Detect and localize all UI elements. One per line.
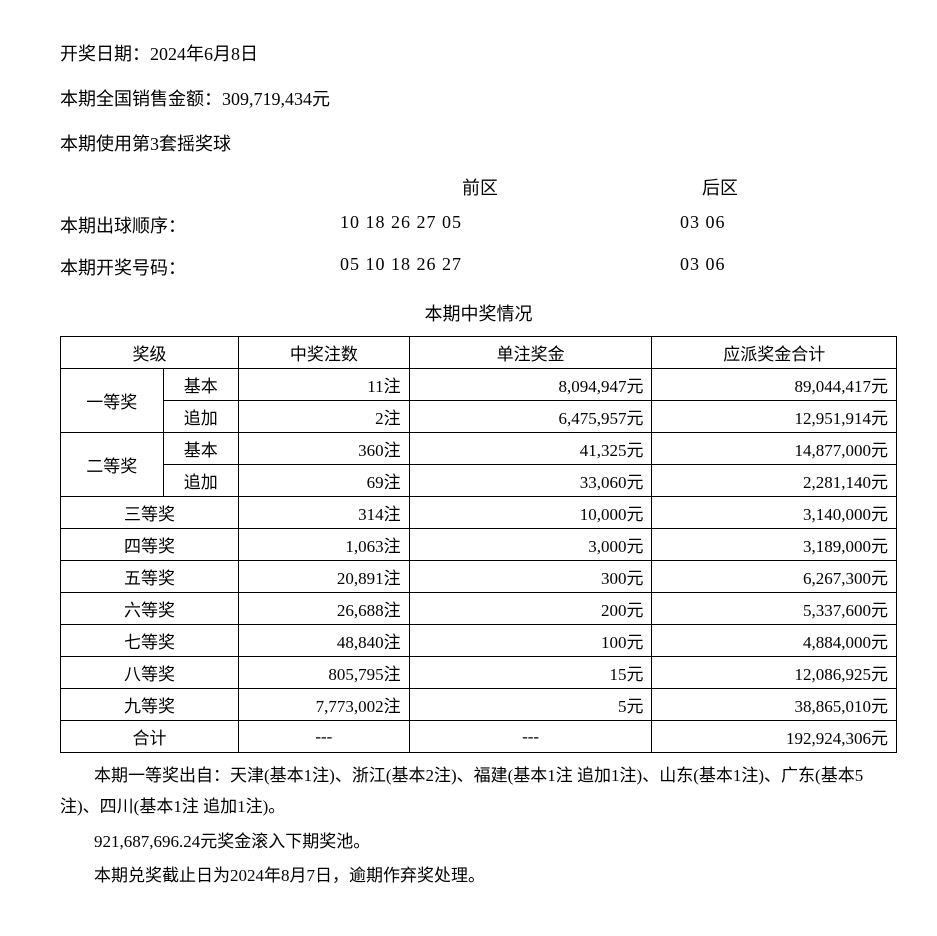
sales-value: 309,719,434元 bbox=[222, 89, 330, 109]
cell-prize: 6,475,957元 bbox=[409, 401, 652, 433]
winning-numbers-label: 本期开奖号码： bbox=[60, 254, 340, 280]
cell-count: 360注 bbox=[239, 433, 410, 465]
cell-total: 38,865,010元 bbox=[652, 689, 897, 721]
tier-sixth: 六等奖 bbox=[61, 593, 239, 625]
winning-numbers-front: 05 10 18 26 27 bbox=[340, 254, 620, 280]
sub-add: 追加 bbox=[163, 401, 238, 433]
cell-prize: 8,094,947元 bbox=[409, 369, 652, 401]
draw-order-front: 10 18 26 27 05 bbox=[340, 212, 620, 238]
draw-date-label: 开奖日期： bbox=[60, 44, 150, 64]
cell-count: 1,063注 bbox=[239, 529, 410, 561]
cell-prize: 41,325元 bbox=[409, 433, 652, 465]
sub-basic: 基本 bbox=[163, 369, 238, 401]
header-count: 中奖注数 bbox=[239, 337, 410, 369]
cell-count: 314注 bbox=[239, 497, 410, 529]
draw-date-value: 2024年6月8日 bbox=[150, 44, 258, 64]
cell-prize: 5元 bbox=[409, 689, 652, 721]
cell-count: 11注 bbox=[239, 369, 410, 401]
cell-count: 20,891注 bbox=[239, 561, 410, 593]
tier-first: 一等奖 bbox=[61, 369, 164, 433]
draw-order-label: 本期出球顺序： bbox=[60, 212, 340, 238]
tier-fourth: 四等奖 bbox=[61, 529, 239, 561]
cell-total: 14,877,000元 bbox=[652, 433, 897, 465]
cell-total: 12,086,925元 bbox=[652, 657, 897, 689]
table-row: 追加 69注 33,060元 2,281,140元 bbox=[61, 465, 897, 497]
tier-total: 合计 bbox=[61, 721, 239, 753]
cell-prize: 300元 bbox=[409, 561, 652, 593]
cell-total: 3,140,000元 bbox=[652, 497, 897, 529]
tier-fifth: 五等奖 bbox=[61, 561, 239, 593]
tier-eighth: 八等奖 bbox=[61, 657, 239, 689]
prize-table: 奖级 中奖注数 单注奖金 应派奖金合计 一等奖 基本 11注 8,094,947… bbox=[60, 336, 897, 753]
tier-ninth: 九等奖 bbox=[61, 689, 239, 721]
cell-total: 4,884,000元 bbox=[652, 625, 897, 657]
draw-date-line: 开奖日期：2024年6月8日 bbox=[60, 40, 897, 69]
cell-prize: 3,000元 bbox=[409, 529, 652, 561]
table-row: 五等奖 20,891注 300元 6,267,300元 bbox=[61, 561, 897, 593]
cell-count: 26,688注 bbox=[239, 593, 410, 625]
cell-count: 69注 bbox=[239, 465, 410, 497]
cell-total: 5,337,600元 bbox=[652, 593, 897, 625]
table-row: 六等奖 26,688注 200元 5,337,600元 bbox=[61, 593, 897, 625]
winners-location: 本期一等奖出自：天津(基本1注)、浙江(基本2注)、福建(基本1注 追加1注)、… bbox=[60, 761, 897, 822]
cell-total: 12,951,914元 bbox=[652, 401, 897, 433]
cell-prize: 33,060元 bbox=[409, 465, 652, 497]
cell-count: 48,840注 bbox=[239, 625, 410, 657]
cell-total: 89,044,417元 bbox=[652, 369, 897, 401]
header-tier: 奖级 bbox=[61, 337, 239, 369]
cell-total: 3,189,000元 bbox=[652, 529, 897, 561]
rollover-text: 921,687,696.24元奖金滚入下期奖池。 bbox=[60, 827, 897, 858]
cell-count: 2注 bbox=[239, 401, 410, 433]
tier-seventh: 七等奖 bbox=[61, 625, 239, 657]
cell-prize: 100元 bbox=[409, 625, 652, 657]
table-row: 合计 --- --- 192,924,306元 bbox=[61, 721, 897, 753]
winning-numbers-back: 03 06 bbox=[620, 254, 820, 280]
sub-add: 追加 bbox=[163, 465, 238, 497]
draw-order-row: 本期出球顺序： 10 18 26 27 05 03 06 bbox=[60, 212, 897, 238]
table-row: 一等奖 基本 11注 8,094,947元 89,044,417元 bbox=[61, 369, 897, 401]
table-row: 四等奖 1,063注 3,000元 3,189,000元 bbox=[61, 529, 897, 561]
table-title: 本期中奖情况 bbox=[60, 300, 897, 326]
table-row: 追加 2注 6,475,957元 12,951,914元 bbox=[61, 401, 897, 433]
sub-basic: 基本 bbox=[163, 433, 238, 465]
tier-second: 二等奖 bbox=[61, 433, 164, 497]
cell-prize: 200元 bbox=[409, 593, 652, 625]
deadline-text: 本期兑奖截止日为2024年8月7日，逾期作弃奖处理。 bbox=[60, 861, 897, 892]
table-row: 八等奖 805,795注 15元 12,086,925元 bbox=[61, 657, 897, 689]
zone-headers: 前区 后区 bbox=[60, 174, 897, 200]
cell-prize: 15元 bbox=[409, 657, 652, 689]
ball-set-line: 本期使用第3套摇奖球 bbox=[60, 130, 897, 159]
cell-count: --- bbox=[239, 721, 410, 753]
table-row: 三等奖 314注 10,000元 3,140,000元 bbox=[61, 497, 897, 529]
front-zone-label: 前区 bbox=[340, 174, 620, 200]
number-section: 前区 后区 本期出球顺序： 10 18 26 27 05 03 06 本期开奖号… bbox=[60, 174, 897, 280]
cell-count: 7,773,002注 bbox=[239, 689, 410, 721]
table-row: 二等奖 基本 360注 41,325元 14,877,000元 bbox=[61, 433, 897, 465]
cell-total: 6,267,300元 bbox=[652, 561, 897, 593]
ball-set: 本期使用第3套摇奖球 bbox=[60, 134, 231, 154]
winning-numbers-row: 本期开奖号码： 05 10 18 26 27 03 06 bbox=[60, 254, 897, 280]
header-unit-prize: 单注奖金 bbox=[409, 337, 652, 369]
back-zone-label: 后区 bbox=[620, 174, 820, 200]
table-header-row: 奖级 中奖注数 单注奖金 应派奖金合计 bbox=[61, 337, 897, 369]
table-row: 七等奖 48,840注 100元 4,884,000元 bbox=[61, 625, 897, 657]
cell-prize: 10,000元 bbox=[409, 497, 652, 529]
draw-order-back: 03 06 bbox=[620, 212, 820, 238]
cell-total: 2,281,140元 bbox=[652, 465, 897, 497]
sales-label: 本期全国销售金额： bbox=[60, 89, 222, 109]
header-total-prize: 应派奖金合计 bbox=[652, 337, 897, 369]
cell-prize: --- bbox=[409, 721, 652, 753]
tier-third: 三等奖 bbox=[61, 497, 239, 529]
sales-line: 本期全国销售金额：309,719,434元 bbox=[60, 85, 897, 114]
table-row: 九等奖 7,773,002注 5元 38,865,010元 bbox=[61, 689, 897, 721]
cell-total: 192,924,306元 bbox=[652, 721, 897, 753]
cell-count: 805,795注 bbox=[239, 657, 410, 689]
